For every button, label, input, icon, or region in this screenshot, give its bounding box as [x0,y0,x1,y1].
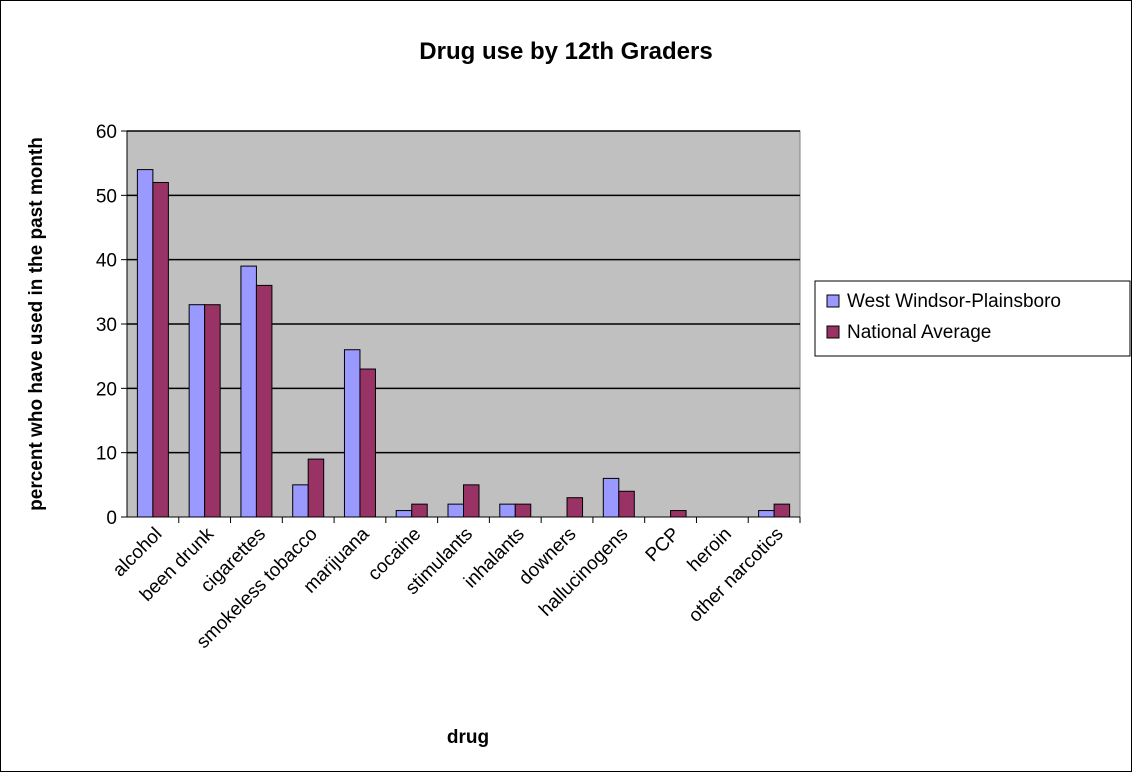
y-tick-label: 40 [96,251,117,272]
bar-series-1 [447,503,464,518]
legend-label: National Average [847,322,991,343]
y-tick-label: 30 [96,315,117,336]
bar-series-2 [773,503,791,518]
bar-series-1 [136,169,154,518]
bar-series-2 [411,503,428,518]
bar-series-2 [463,484,480,518]
y-tick-label: 60 [96,122,117,143]
legend-swatch [826,294,840,308]
chart-title: Drug use by 12th Graders [419,38,712,65]
legend-box [814,280,1131,357]
bar-series-2 [204,304,221,518]
bar-series-1 [758,510,775,518]
y-tick-label: 10 [96,444,117,465]
y-tick-label: 50 [96,186,117,207]
bar-series-1 [188,304,206,518]
y-tick-label: 20 [96,379,117,400]
legend-swatch [826,325,840,339]
bar-series-2 [307,458,325,518]
legend: West Windsor-Plainsboro National Average [814,280,1131,357]
legend-label: West Windsor-Plainsboro [847,291,1061,312]
bar-series-2 [670,510,687,518]
bar-series-1 [499,503,516,518]
x-axis-label: drug [447,727,489,748]
y-axis-label: percent who have used in the past month [26,137,47,511]
bar-series-1 [602,477,620,518]
bar-series-2 [255,284,273,518]
bar-series-1 [343,349,361,518]
bar-series-1 [395,510,413,518]
bar-series-2 [566,497,584,518]
y-tick-label: 0 [106,508,117,529]
bar-series-2 [514,503,532,518]
bar-series-2 [359,368,376,518]
bar-series-1 [240,265,257,518]
bar-series-2 [152,181,169,518]
bar-series-1 [292,484,309,518]
bar-series-2 [618,490,635,518]
